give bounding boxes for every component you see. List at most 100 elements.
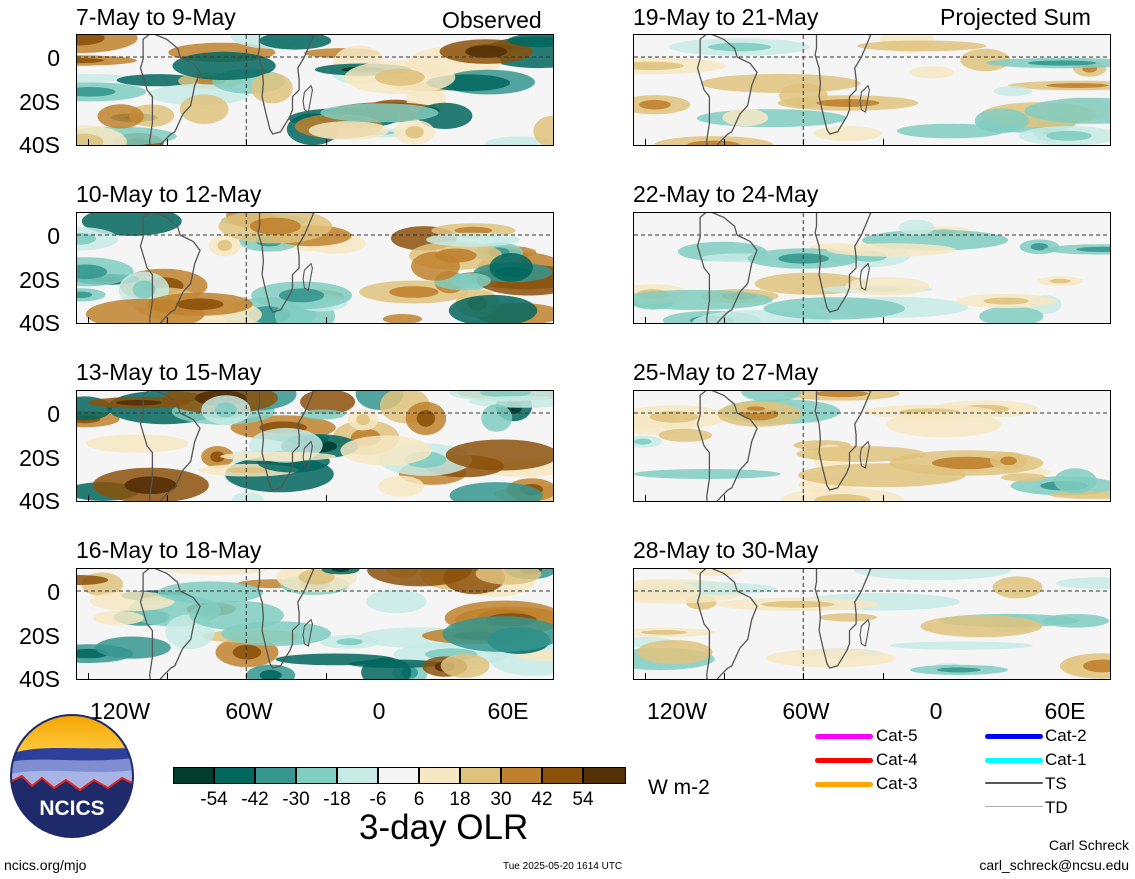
footer-timestamp: Tue 2025-05-20 1614 UTC: [503, 861, 623, 872]
map-pane: [76, 568, 554, 680]
map-pane: [76, 212, 554, 324]
legend-line: [985, 782, 1043, 784]
lat-label: 20S: [19, 445, 60, 471]
legend-line: [815, 734, 873, 739]
axis-tick: [644, 673, 646, 679]
panel-title: 16-May to 18-May: [76, 537, 262, 563]
legend-label: TD: [1045, 798, 1068, 817]
legend-label: Cat-3: [876, 774, 918, 793]
axis-tick: [644, 139, 646, 145]
lon-label: 0: [929, 698, 943, 724]
axis-tick: [246, 495, 248, 501]
colorbar-label: -6: [369, 789, 387, 810]
colorbar-swatch: [501, 767, 542, 784]
axis-tick: [644, 317, 646, 323]
axis-tick: [723, 495, 725, 501]
lon-label: 60W: [225, 698, 273, 724]
axis-tick: [723, 673, 725, 679]
colorbar-units: W m-2: [648, 776, 710, 799]
lon-label: 120W: [646, 698, 708, 724]
panel-title: 10-May to 12-May: [76, 181, 262, 207]
colorbar-title: 3-day OLR: [359, 808, 529, 847]
lat-label: 20S: [19, 623, 60, 649]
footer-author: Carl Schreck: [1048, 837, 1129, 853]
legend-label: TS: [1045, 774, 1067, 793]
lat-label: 40S: [19, 310, 60, 336]
lat-label: 0: [47, 579, 60, 605]
colorbar-swatch: [296, 767, 337, 784]
legend-line: [985, 806, 1043, 807]
legend-line: [985, 758, 1043, 763]
panel-title: 7-May to 9-May: [76, 4, 236, 30]
axis-tick: [246, 317, 248, 323]
axis-tick: [166, 673, 168, 679]
panel-title: 25-May to 27-May: [633, 359, 819, 385]
colorbar-swatch: [583, 767, 626, 784]
axis-tick: [803, 495, 805, 501]
colorbar-swatch: [378, 767, 419, 784]
lat-label: 40S: [19, 666, 60, 692]
map-pane: [76, 34, 554, 146]
lat-label: 20S: [19, 89, 60, 115]
lon-label: 0: [372, 698, 386, 724]
colorbar-swatch: [337, 767, 378, 784]
colorbar-swatch: [419, 767, 460, 784]
axis-tick: [882, 139, 884, 145]
colorbar-label: 54: [572, 789, 594, 810]
axis-tick: [325, 673, 327, 679]
axis-tick: [644, 495, 646, 501]
colorbar-label: 30: [490, 789, 512, 810]
axis-tick: [723, 139, 725, 145]
axis-tick: [325, 495, 327, 501]
colorbar-label: -54: [200, 789, 228, 810]
legend-line: [815, 782, 873, 787]
footer-email[interactable]: carl_schreck@ncsu.edu: [979, 857, 1129, 873]
panel-title: 22-May to 24-May: [633, 181, 819, 207]
axis-tick: [166, 317, 168, 323]
lat-label: 0: [47, 45, 60, 71]
colorbar-label: -42: [241, 789, 269, 810]
colorbar-label: -30: [282, 789, 310, 810]
colorbar-swatch: [460, 767, 501, 784]
legend-line: [985, 734, 1043, 739]
axis-tick: [882, 495, 884, 501]
axis-tick: [246, 139, 248, 145]
lat-label: 40S: [19, 488, 60, 514]
lon-label: 120W: [89, 698, 151, 724]
lon-label: 60E: [487, 698, 529, 724]
logo-text: NCICS: [39, 797, 104, 820]
lat-label: 40S: [19, 132, 60, 158]
axis-tick: [87, 673, 89, 679]
colorbar-label: -18: [323, 789, 351, 810]
axis-tick: [882, 317, 884, 323]
axis-tick: [246, 673, 248, 679]
axis-tick: [803, 139, 805, 145]
legend-label: Cat-4: [876, 750, 918, 769]
legend-line: [815, 758, 873, 763]
axis-tick: [166, 495, 168, 501]
lat-label: 0: [47, 401, 60, 427]
axis-tick: [87, 495, 89, 501]
map-pane: [633, 34, 1111, 146]
colorbar-swatch: [173, 767, 214, 784]
lat-label: 20S: [19, 267, 60, 293]
axis-tick: [723, 317, 725, 323]
lon-label: 60E: [1044, 698, 1086, 724]
colorbar-swatch: [542, 767, 583, 784]
colorbar-swatch: [255, 767, 296, 784]
lon-label: 60W: [782, 698, 830, 724]
footer-link[interactable]: ncics.org/mjo: [4, 857, 87, 873]
axis-tick: [87, 317, 89, 323]
map-pane: [76, 390, 554, 502]
map-pane: [633, 212, 1111, 324]
axis-tick: [325, 317, 327, 323]
axis-tick: [882, 673, 884, 679]
colorbar-label: 18: [449, 789, 471, 810]
legend-label: Cat-5: [876, 726, 918, 745]
panel-tag: Observed: [442, 7, 542, 33]
map-pane: [633, 568, 1111, 680]
ncics-logo: NCICS: [10, 714, 134, 838]
colorbar-label: 42: [531, 789, 553, 810]
panel-title: 19-May to 21-May: [633, 4, 819, 30]
lat-label: 0: [47, 223, 60, 249]
